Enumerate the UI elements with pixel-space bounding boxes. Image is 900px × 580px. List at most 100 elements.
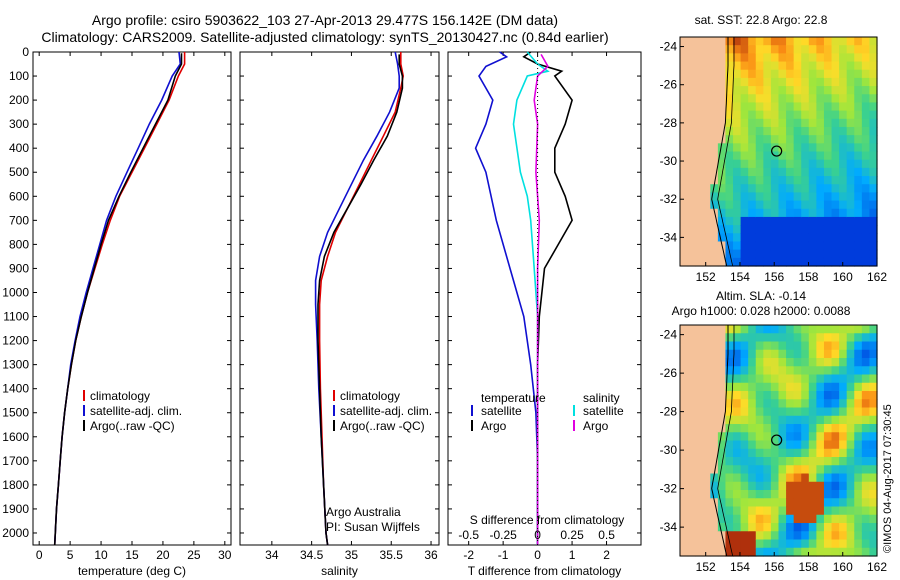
map-cell [778, 126, 787, 136]
map-cell [778, 374, 787, 384]
map-cell [861, 241, 871, 251]
map-cell [717, 192, 727, 202]
map-cell [740, 225, 749, 234]
map-cell [801, 440, 810, 450]
map-cell [869, 391, 878, 400]
map-cell [823, 366, 833, 376]
map-cell [823, 86, 833, 95]
map-cell [740, 126, 749, 136]
map-xtick-label: 152 [696, 270, 716, 284]
map-cell [687, 94, 696, 104]
map-cell [740, 45, 749, 54]
map-cell [725, 135, 734, 144]
map-cell [823, 391, 833, 400]
map-cell [687, 374, 696, 384]
map-cell [816, 61, 825, 71]
map-cell [869, 424, 878, 433]
map-cell [861, 184, 871, 193]
map-cell [839, 61, 848, 71]
map-cell [770, 424, 780, 433]
map-cell [755, 94, 764, 104]
map-cell [801, 333, 810, 343]
map-cell [680, 45, 689, 54]
map-cell [861, 176, 871, 185]
map-cell [861, 490, 871, 499]
map-cell [861, 86, 871, 95]
salinity-xtick-label: 35 [345, 548, 359, 562]
map-cell [808, 233, 817, 243]
map-cell [839, 208, 848, 218]
salinity-diff-tick-label: -0.5 [458, 528, 479, 542]
map-cell [786, 151, 795, 161]
depth-tick-label: 1700 [2, 454, 29, 468]
map-cell [831, 349, 840, 359]
map-cell [755, 184, 764, 193]
map-xtick-label: 154 [730, 560, 750, 574]
map-cell [839, 118, 848, 128]
map-cell [710, 448, 719, 458]
depth-tick-label: 1800 [2, 478, 29, 492]
map-cell [831, 151, 840, 161]
map-cell [695, 333, 704, 343]
map-cell [763, 37, 772, 46]
map-cell [823, 53, 833, 63]
map-cell [808, 200, 817, 210]
map-cell [793, 514, 802, 524]
map-cell [869, 61, 878, 71]
map-cell [823, 126, 833, 136]
map-cell [695, 53, 704, 63]
map-cell [846, 341, 855, 351]
map-cell [710, 77, 719, 87]
map-cell [778, 37, 787, 46]
map-cell [710, 481, 719, 491]
map-cell [854, 86, 863, 95]
map-cell [717, 45, 727, 54]
map-cell [831, 382, 840, 392]
map-cell [687, 498, 696, 508]
map-cell [816, 465, 825, 475]
map-cell [854, 102, 863, 112]
map-cell [702, 53, 711, 63]
map-cell [717, 399, 727, 409]
map-cell [763, 448, 772, 458]
map-cell [725, 349, 734, 359]
map-cell [793, 490, 802, 499]
map-cell [680, 86, 689, 95]
map-cell [793, 547, 802, 557]
map-cell [680, 241, 689, 251]
map-cell [725, 216, 734, 226]
map-cell [680, 506, 689, 516]
map-cell [846, 257, 855, 267]
map-cell [808, 241, 817, 251]
map-cell [763, 208, 772, 218]
map-cell [846, 448, 855, 458]
map-cell [786, 86, 795, 95]
map-cell [717, 69, 727, 79]
map-cell [687, 539, 696, 549]
map-cell [808, 94, 817, 104]
map-cell [846, 45, 855, 54]
map-cell [808, 77, 817, 87]
map-cell [695, 498, 704, 508]
map-cell [823, 69, 833, 79]
map-cell [680, 440, 689, 450]
map-cell [869, 118, 878, 128]
map-cell [861, 135, 871, 144]
map-cell [839, 249, 848, 259]
map-cell [816, 531, 825, 541]
map-cell [695, 399, 704, 409]
map-cell [801, 151, 810, 161]
map-xtick-label: 158 [798, 560, 818, 574]
map-cell [808, 366, 817, 376]
map-cell [733, 432, 742, 442]
map-cell [748, 490, 757, 499]
map-cell [702, 37, 711, 46]
map-cell [748, 407, 757, 417]
map-cell [740, 374, 749, 384]
map-cell [687, 415, 696, 425]
map-cell [786, 539, 795, 549]
map-cell [808, 539, 817, 549]
salinity-xtick-label: 34 [265, 548, 279, 562]
map-cell [786, 506, 795, 516]
map-cell [725, 200, 734, 210]
